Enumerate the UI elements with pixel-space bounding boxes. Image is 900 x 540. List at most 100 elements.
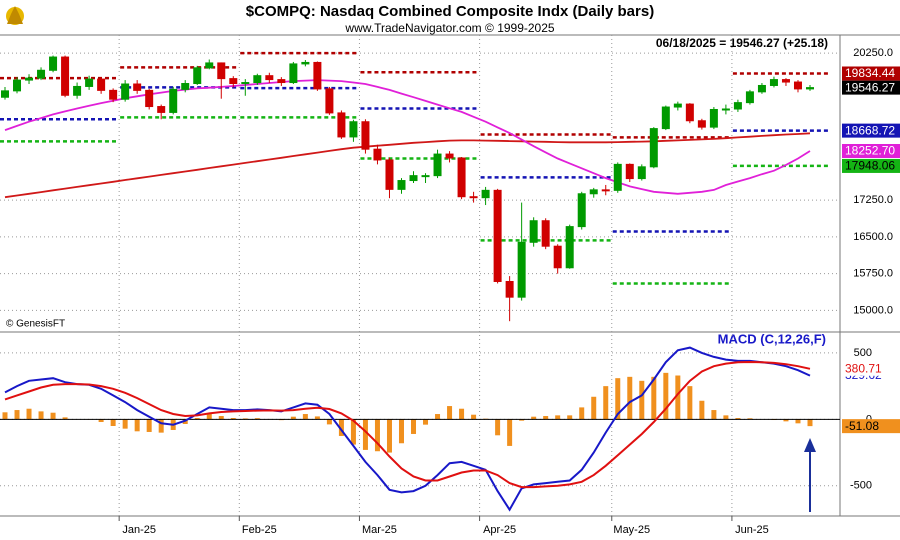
candle-body bbox=[157, 106, 166, 113]
candle-body bbox=[109, 89, 118, 100]
candle-body bbox=[217, 62, 226, 80]
histogram-bar bbox=[447, 406, 453, 420]
candle-body bbox=[806, 87, 814, 90]
histogram-bar bbox=[62, 417, 68, 420]
candle-body bbox=[577, 193, 586, 228]
candle-body bbox=[769, 79, 778, 86]
candle-body bbox=[241, 82, 250, 85]
candle-body bbox=[253, 75, 262, 84]
candle-body bbox=[349, 121, 358, 138]
candle-body bbox=[673, 103, 682, 108]
candle-body bbox=[745, 91, 754, 104]
histogram-bar bbox=[723, 415, 729, 420]
candle-body bbox=[589, 189, 598, 195]
histogram-bar bbox=[350, 419, 356, 445]
value-box-label: 18668.72 bbox=[845, 123, 895, 137]
candle-body bbox=[301, 61, 310, 65]
histogram-bar bbox=[567, 415, 573, 420]
candle-body bbox=[73, 85, 82, 96]
candle-body bbox=[265, 75, 274, 81]
histogram-bar bbox=[519, 419, 525, 421]
histogram-bar bbox=[615, 378, 621, 420]
candle-body bbox=[481, 189, 490, 199]
candle-body bbox=[565, 226, 574, 269]
histogram-bar bbox=[807, 419, 813, 427]
histogram-bar bbox=[651, 376, 657, 420]
histogram-bar bbox=[435, 414, 441, 420]
value-box bbox=[842, 158, 900, 173]
histogram-bar bbox=[711, 410, 717, 420]
x-tick-label: Jun-25 bbox=[735, 524, 769, 536]
histogram-bar bbox=[591, 396, 597, 420]
histogram-bar bbox=[699, 400, 705, 420]
histogram-bar bbox=[362, 419, 368, 450]
histogram-bar bbox=[531, 416, 537, 420]
candle-body bbox=[493, 189, 502, 282]
candle-body bbox=[313, 61, 322, 90]
histogram-bar bbox=[206, 413, 212, 420]
macd-line bbox=[4, 346, 811, 512]
macd-line bbox=[4, 360, 811, 489]
value-box bbox=[842, 361, 900, 376]
subtitle: www.TradeNavigator.com © 1999-2025 bbox=[344, 21, 554, 35]
histogram-bar bbox=[110, 419, 116, 426]
candle-body bbox=[85, 78, 94, 87]
value-box-label: 380.71 bbox=[845, 361, 882, 375]
candle-body bbox=[229, 78, 238, 85]
candle-body bbox=[13, 79, 22, 92]
histogram-bar bbox=[459, 408, 465, 420]
histogram-bar bbox=[302, 414, 308, 420]
candle-body bbox=[145, 89, 154, 108]
histogram-bar bbox=[326, 419, 332, 425]
histogram-bar bbox=[50, 412, 56, 420]
candle-body bbox=[133, 83, 142, 91]
histogram-bar bbox=[411, 419, 417, 434]
value-box-label: 19546.27 bbox=[845, 80, 895, 94]
candle-body bbox=[733, 102, 742, 110]
candle-body bbox=[541, 220, 550, 247]
candle-body bbox=[193, 67, 202, 85]
candle-body bbox=[757, 84, 766, 93]
candle-body bbox=[61, 56, 70, 96]
value-box bbox=[842, 144, 900, 159]
candle-body bbox=[397, 180, 406, 190]
histogram-bar bbox=[543, 416, 549, 420]
candle-body bbox=[445, 153, 454, 159]
logo bbox=[6, 6, 24, 25]
candle-body bbox=[685, 103, 694, 122]
value-box-label: -51.08 bbox=[845, 419, 879, 433]
histogram-bar bbox=[254, 418, 260, 420]
histogram-bar bbox=[338, 419, 344, 436]
candle-body bbox=[373, 148, 382, 161]
credit: © GenesisFT bbox=[6, 319, 65, 330]
candle-body bbox=[697, 120, 706, 128]
y-tick-label: 15750.0 bbox=[853, 268, 893, 280]
value-box-label: 17948.06 bbox=[845, 159, 895, 173]
y-tick-label: -500 bbox=[850, 480, 872, 492]
macd-title: MACD (C,12,26,F) bbox=[718, 331, 826, 346]
candle-body bbox=[505, 280, 514, 298]
candle-body bbox=[625, 163, 634, 180]
histogram-bar bbox=[495, 419, 501, 436]
value-box bbox=[842, 66, 900, 81]
histogram-bar bbox=[230, 418, 236, 420]
candle-body bbox=[169, 88, 178, 113]
histogram-bar bbox=[374, 419, 380, 452]
candle-body bbox=[25, 77, 34, 81]
moving-average bbox=[4, 132, 811, 199]
candle-body bbox=[385, 159, 394, 190]
histogram-bar bbox=[735, 418, 741, 420]
histogram-bar bbox=[747, 418, 753, 420]
histogram-bar bbox=[122, 419, 128, 429]
candle-body bbox=[637, 166, 646, 180]
candle-body bbox=[337, 112, 346, 138]
candle-body bbox=[457, 157, 466, 198]
value-box bbox=[842, 80, 900, 95]
histogram-bar bbox=[26, 408, 32, 420]
histogram-bar bbox=[134, 419, 140, 432]
candle-body bbox=[37, 69, 46, 79]
histogram-bar bbox=[98, 419, 104, 423]
last-quote: 06/18/2025 = 19546.27 (+25.18) bbox=[656, 36, 828, 50]
